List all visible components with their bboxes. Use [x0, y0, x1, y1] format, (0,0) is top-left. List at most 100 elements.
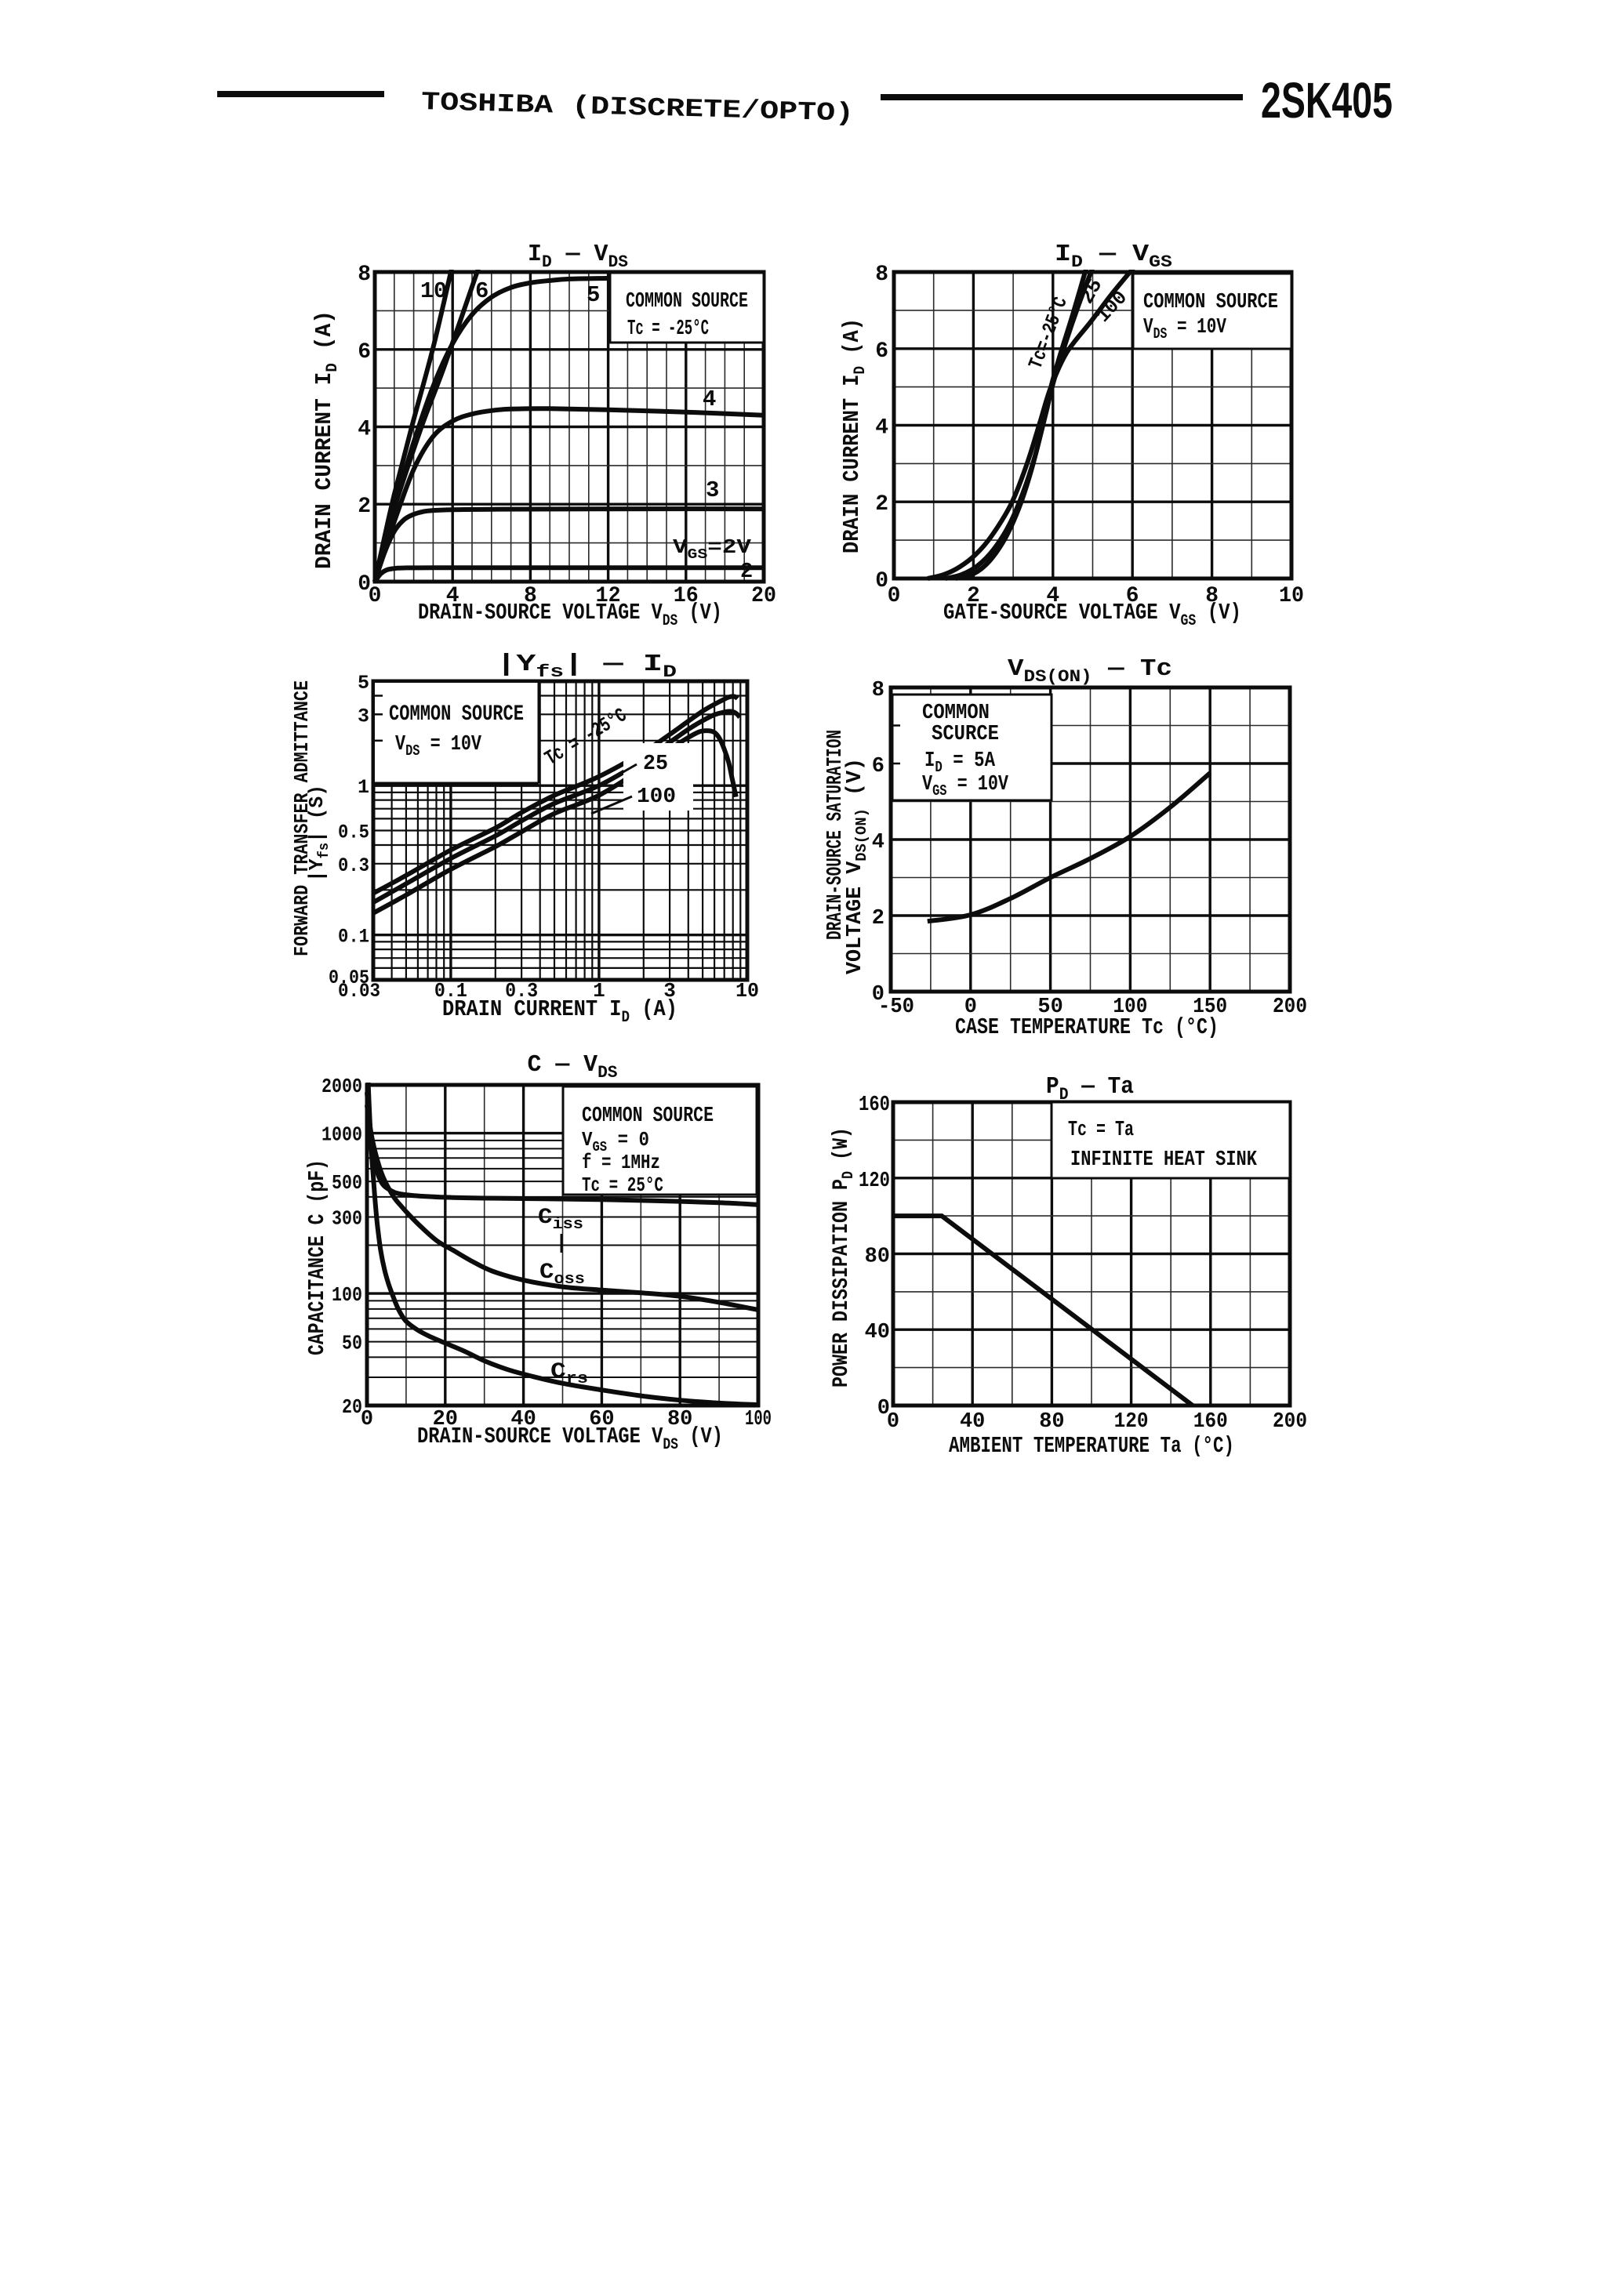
svg-text:3: 3 [706, 477, 719, 503]
svg-text:VOLTAGE VDS(ON) (V): VOLTAGE VDS(ON) (V) [844, 758, 870, 974]
svg-text:50: 50 [342, 1332, 362, 1355]
svg-text:160: 160 [859, 1094, 890, 1117]
svg-text:60: 60 [589, 1408, 614, 1431]
svg-text:20: 20 [751, 584, 776, 608]
svg-text:8: 8 [358, 263, 371, 287]
svg-text:Tc = -25°C: Tc = -25°C [627, 317, 709, 341]
svg-text:SCURCE: SCURCE [932, 723, 999, 746]
svg-text:0.1: 0.1 [338, 926, 369, 949]
svg-text:CASE TEMPERATURE Tc (°C): CASE TEMPERATURE Tc (°C) [955, 1014, 1219, 1040]
svg-text:0: 0 [888, 584, 901, 608]
svg-text:f = 1MHz: f = 1MHz [582, 1151, 660, 1174]
svg-text:INFINITE HEAT SINK: INFINITE HEAT SINK [1070, 1148, 1258, 1172]
svg-text:16: 16 [674, 584, 699, 608]
svg-text:ID = 5A: ID = 5A [924, 749, 996, 776]
svg-text:500: 500 [332, 1171, 362, 1195]
svg-text:80: 80 [1039, 1410, 1064, 1434]
svg-text:2: 2 [358, 495, 371, 519]
svg-text:-50: -50 [878, 996, 914, 1019]
svg-text:CAPACITANCE C (pF): CAPACITANCE C (pF) [304, 1159, 330, 1355]
svg-text:COMMON SOURCE: COMMON SOURCE [582, 1104, 714, 1128]
svg-text:200: 200 [1273, 996, 1307, 1019]
svg-text:25: 25 [643, 753, 668, 776]
svg-text:160: 160 [1193, 1410, 1228, 1434]
svg-text:10: 10 [736, 979, 759, 1003]
svg-text:0: 0 [369, 584, 382, 608]
svg-text:150: 150 [1193, 996, 1227, 1019]
svg-text:100: 100 [332, 1283, 362, 1307]
svg-text:100: 100 [637, 785, 676, 809]
svg-text:4: 4 [872, 831, 884, 854]
svg-text:0: 0 [964, 996, 977, 1019]
svg-text:120: 120 [859, 1170, 890, 1193]
svg-text:8: 8 [1205, 584, 1219, 608]
svg-text:0: 0 [358, 572, 371, 597]
svg-text:1000: 1000 [321, 1123, 362, 1147]
svg-text:2: 2 [875, 492, 888, 517]
svg-text:POWER DISSIPATION PD (W): POWER DISSIPATION PD (W) [830, 1127, 858, 1387]
svg-text:0.05: 0.05 [329, 967, 369, 989]
svg-text:DRAIN CURRENT ID (A): DRAIN CURRENT ID (A) [839, 318, 870, 553]
svg-text:|Yfs| — ID: |Y fs | — ID [496, 651, 677, 682]
svg-text:FORWARD TRANSFER ADMITTANCE: FORWARD TRANSFER ADMITTANCE [290, 680, 314, 956]
svg-text:6: 6 [1126, 584, 1139, 608]
svg-text:COMMON SOURCE: COMMON SOURCE [389, 702, 524, 727]
svg-text:0.3: 0.3 [338, 854, 369, 877]
svg-text:6: 6 [872, 755, 884, 778]
svg-text:20: 20 [342, 1395, 362, 1419]
svg-text:VGS = 0: VGS = 0 [582, 1128, 649, 1155]
svg-text:80: 80 [667, 1408, 692, 1431]
svg-text:6: 6 [875, 339, 888, 364]
svg-text:Tc = Ta: Tc = Ta [1068, 1119, 1134, 1142]
svg-text:200: 200 [1273, 1410, 1307, 1434]
svg-text:2000: 2000 [321, 1075, 362, 1098]
svg-text:1: 1 [593, 979, 605, 1003]
svg-text:8: 8 [524, 584, 537, 608]
svg-text:0.1: 0.1 [434, 979, 467, 1003]
svg-text:DRAIN CURRENT ID (A): DRAIN CURRENT ID (A) [311, 310, 342, 569]
svg-text:0: 0 [872, 983, 884, 1007]
svg-text:4: 4 [1046, 584, 1059, 608]
svg-text:0.5: 0.5 [338, 822, 369, 844]
svg-text:10: 10 [1279, 584, 1304, 608]
svg-text:2SK405: 2SK405 [1261, 72, 1393, 129]
svg-text:COMMON SOURCE: COMMON SOURCE [1143, 291, 1278, 314]
svg-text:40: 40 [960, 1410, 985, 1434]
svg-text:100: 100 [1113, 996, 1147, 1019]
svg-text:2: 2 [740, 560, 753, 584]
svg-text:0.03: 0.03 [338, 980, 380, 1003]
svg-text:120: 120 [1114, 1410, 1149, 1434]
svg-text:4: 4 [875, 416, 888, 441]
svg-text:8: 8 [875, 263, 888, 287]
svg-text:12: 12 [596, 584, 621, 608]
svg-text:5: 5 [587, 282, 600, 308]
svg-text:20: 20 [433, 1408, 458, 1431]
svg-text:0: 0 [877, 1397, 890, 1420]
svg-text:0: 0 [887, 1410, 899, 1434]
svg-text:Tc = 25°C: Tc = 25°C [582, 1173, 663, 1197]
svg-text:DRAIN-SOURCE SATURATION: DRAIN-SOURCE SATURATION [824, 730, 848, 940]
svg-text:1: 1 [358, 776, 369, 799]
svg-text:300: 300 [332, 1207, 362, 1231]
svg-text:2: 2 [872, 907, 884, 930]
svg-text:COMMON SOURCE: COMMON SOURCE [626, 290, 748, 314]
svg-text:0: 0 [361, 1408, 373, 1431]
svg-text:6: 6 [475, 278, 489, 304]
svg-text:6: 6 [358, 340, 371, 365]
svg-text:3: 3 [663, 979, 676, 1003]
svg-text:80: 80 [865, 1246, 890, 1269]
svg-text:4: 4 [703, 386, 716, 412]
svg-text:50: 50 [1037, 996, 1062, 1019]
svg-text:AMBIENT TEMPERATURE Ta (°C): AMBIENT TEMPERATURE Ta (°C) [949, 1433, 1234, 1459]
svg-text:|Yfs| (S): |Yfs| (S) [305, 785, 332, 882]
svg-text:10: 10 [420, 278, 447, 304]
svg-text:2: 2 [967, 584, 980, 608]
svg-text:DRAIN CURRENT ID (A): DRAIN CURRENT ID (A) [442, 996, 677, 1027]
svg-text:3: 3 [358, 705, 369, 727]
svg-text:COMMON: COMMON [922, 702, 990, 725]
svg-text:4: 4 [358, 418, 371, 442]
svg-text:4: 4 [446, 584, 459, 608]
svg-text:0: 0 [875, 569, 888, 593]
svg-text:40: 40 [510, 1408, 536, 1431]
svg-text:100: 100 [745, 1408, 772, 1431]
